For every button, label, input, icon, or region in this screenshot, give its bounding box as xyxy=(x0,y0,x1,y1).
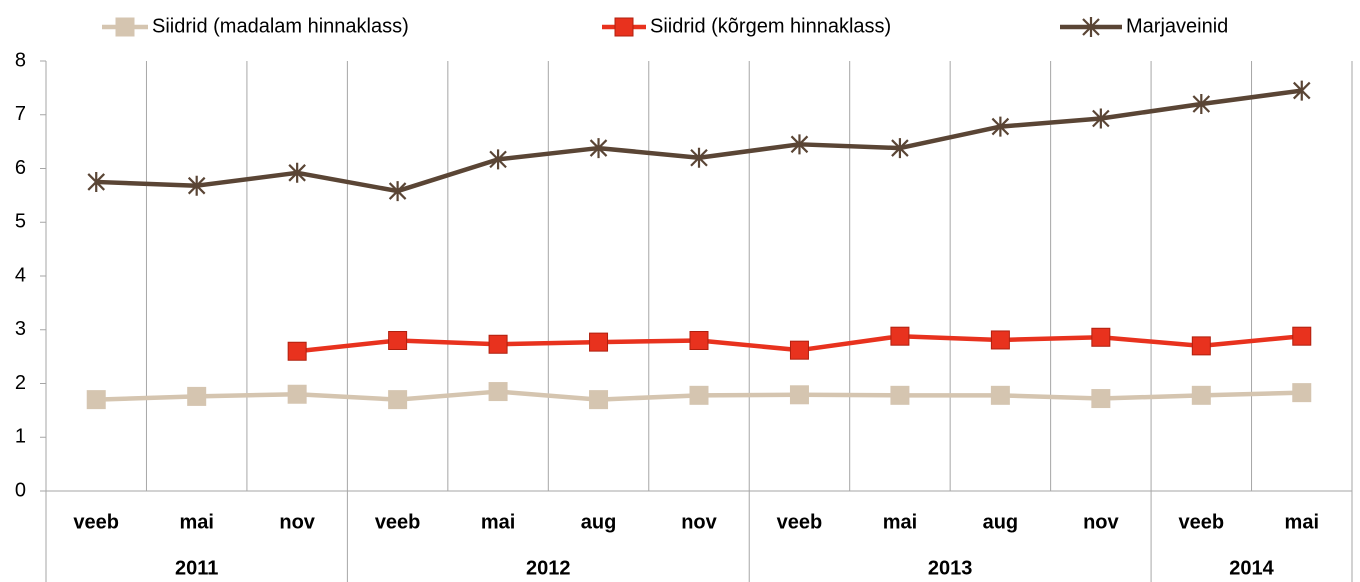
y-tick-label: 1 xyxy=(15,426,26,448)
data-point xyxy=(87,171,106,192)
data-point xyxy=(288,162,306,183)
x-tick-label: veeb xyxy=(1179,511,1225,533)
data-point xyxy=(1092,108,1110,129)
x-tick-label: veeb xyxy=(73,511,119,533)
data-point xyxy=(489,149,507,170)
data-point xyxy=(388,331,408,350)
data-point xyxy=(589,390,609,410)
y-tick-label: 8 xyxy=(15,49,26,71)
data-point xyxy=(891,138,909,159)
data-point xyxy=(388,181,407,202)
series-line xyxy=(96,88,1303,194)
data-point xyxy=(990,385,1010,405)
y-tick-label: 6 xyxy=(15,157,26,179)
data-point xyxy=(890,385,910,405)
data-point xyxy=(187,386,207,406)
data-point xyxy=(790,134,809,155)
data-point xyxy=(589,138,608,159)
data-point xyxy=(1292,326,1312,346)
group-label: 2014 xyxy=(1229,557,1274,579)
y-tick-label: 3 xyxy=(15,318,26,340)
x-tick-label: aug xyxy=(983,511,1019,533)
data-point xyxy=(589,332,609,352)
data-point xyxy=(1292,80,1311,101)
data-point xyxy=(1091,327,1111,347)
data-point xyxy=(287,341,307,361)
group-label: 2011 xyxy=(175,557,218,579)
data-point xyxy=(1191,385,1211,405)
data-point xyxy=(488,334,508,354)
y-tick-label: 5 xyxy=(15,211,26,233)
data-point xyxy=(388,390,408,410)
x-tick-label: veeb xyxy=(777,511,823,533)
x-tick-label: mai xyxy=(883,511,917,533)
data-point xyxy=(86,390,106,410)
y-tick-label: 0 xyxy=(15,479,26,501)
x-tick-label: veeb xyxy=(375,511,421,533)
data-point xyxy=(689,385,709,405)
legend-marker xyxy=(115,17,135,37)
x-tick-label: nov xyxy=(681,511,717,533)
data-point xyxy=(690,147,708,168)
x-tick-label: aug xyxy=(581,511,617,533)
data-point xyxy=(1191,336,1211,356)
group-label: 2013 xyxy=(928,557,973,579)
data-point xyxy=(488,382,508,402)
data-point xyxy=(990,330,1010,350)
data-point xyxy=(287,384,307,404)
data-point xyxy=(1292,383,1312,403)
y-tick-label: 2 xyxy=(15,372,26,394)
data-point xyxy=(187,175,206,196)
x-tick-label: mai xyxy=(1285,511,1319,533)
legend-label: Siidrid (madalam hinnaklass) xyxy=(152,15,409,37)
x-tick-label: mai xyxy=(481,511,515,533)
data-point xyxy=(1091,389,1111,409)
x-tick-label: nov xyxy=(279,511,315,533)
y-tick-label: 4 xyxy=(15,264,26,286)
data-point xyxy=(789,340,809,360)
x-tick-label: mai xyxy=(179,511,213,533)
group-label: 2012 xyxy=(526,557,571,579)
legend-marker xyxy=(1082,17,1100,37)
data-point xyxy=(890,326,910,346)
data-point xyxy=(1192,94,1211,114)
legend-label: Siidrid (kõrgem hinnaklass) xyxy=(650,15,891,37)
data-point xyxy=(689,331,709,350)
legend-marker xyxy=(614,17,634,37)
legend-label: Marjaveinid xyxy=(1126,15,1228,37)
y-tick-label: 7 xyxy=(15,103,26,125)
data-point xyxy=(789,385,809,405)
x-tick-label: nov xyxy=(1083,511,1119,533)
data-point xyxy=(991,116,1010,137)
